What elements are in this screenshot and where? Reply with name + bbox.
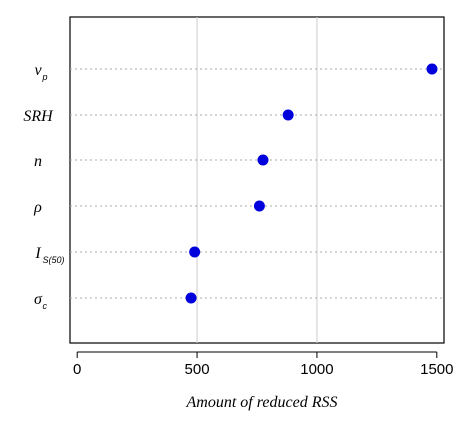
y-category-label: SRH: [23, 108, 54, 125]
x-tick-label: 0: [73, 361, 81, 378]
data-point: [257, 154, 269, 166]
data-point: [282, 109, 294, 121]
y-category-label: σ: [34, 291, 43, 308]
y-category-subscript: c: [43, 301, 48, 311]
y-category-label: n: [34, 153, 42, 170]
y-category-label: v: [34, 62, 42, 79]
x-tick-label: 500: [185, 361, 210, 378]
data-points: [185, 63, 438, 304]
y-category-label: ρ: [33, 199, 42, 216]
y-category-subscript: S(50): [43, 255, 65, 265]
data-point: [426, 63, 438, 75]
y-category-labels: v p SRH n ρ I S(50) σ c: [23, 62, 64, 311]
plot-frame: [69, 16, 445, 344]
data-point: [253, 200, 265, 212]
x-axis: 0 500 1000 1500: [73, 351, 453, 378]
x-tick-label: 1000: [300, 361, 333, 378]
grid: [70, 17, 444, 343]
x-tick-label: 1500: [420, 361, 453, 378]
data-point: [185, 292, 197, 304]
x-axis-label: Amount of reduced RSS: [186, 394, 338, 411]
y-category-subscript: p: [42, 72, 48, 82]
data-point: [189, 246, 201, 258]
y-category-label: I: [34, 245, 41, 262]
